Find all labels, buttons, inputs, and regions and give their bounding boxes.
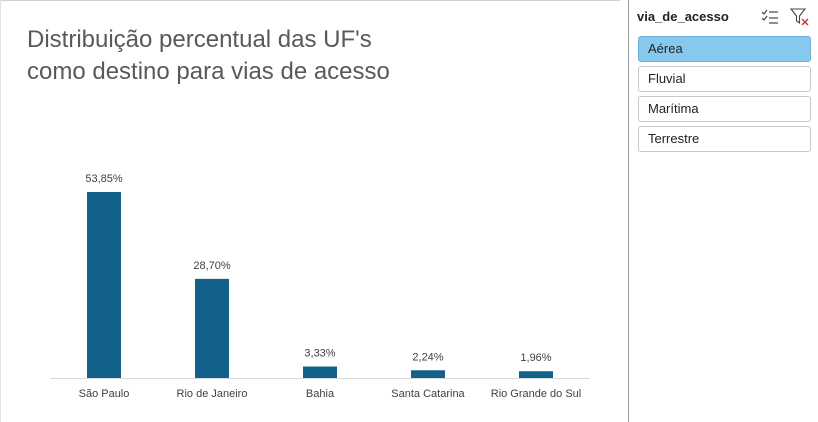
bar-3[interactable] bbox=[411, 370, 445, 378]
slicer-item-fluvial[interactable]: Fluvial bbox=[638, 66, 811, 92]
data-label-2: 3,33% bbox=[304, 347, 335, 359]
bar-4[interactable] bbox=[519, 371, 553, 378]
data-label-0: 53,85% bbox=[85, 173, 123, 185]
clear-filter-icon[interactable] bbox=[789, 7, 811, 27]
chart-title: Distribuição percentual das UF's como de… bbox=[27, 24, 447, 88]
data-label-4: 1,96% bbox=[520, 352, 551, 364]
data-label-1: 28,70% bbox=[193, 260, 231, 272]
chart-title-line-1: Distribuição percentual das UF's bbox=[27, 26, 372, 53]
chart-border-top bbox=[0, 0, 620, 1]
slicer-via-de-acesso: via_de_acesso Aérea Fluvial Marítima Ter… bbox=[628, 0, 818, 422]
bar-0[interactable] bbox=[87, 192, 121, 378]
slicer-item-aerea[interactable]: Aérea bbox=[638, 36, 811, 62]
x-tick-label-2: Bahia bbox=[306, 388, 335, 400]
x-tick-label-0: São Paulo bbox=[79, 388, 130, 400]
x-tick-label-3: Santa Catarina bbox=[391, 388, 465, 400]
bar-1[interactable] bbox=[195, 278, 229, 378]
slicer-item-terrestre[interactable]: Terrestre bbox=[638, 126, 811, 152]
chart-area: Distribuição percentual das UF's como de… bbox=[0, 0, 620, 422]
bar-2[interactable] bbox=[303, 366, 337, 378]
multi-select-icon[interactable] bbox=[759, 7, 781, 27]
x-tick-label-4: Rio Grande do Sul bbox=[491, 388, 582, 400]
slicer-items: Aérea Fluvial Marítima Terrestre bbox=[638, 36, 811, 156]
slicer-item-maritima[interactable]: Marítima bbox=[638, 96, 811, 122]
x-tick-label-1: Rio de Janeiro bbox=[177, 388, 248, 400]
chart-title-line-2: como destino para vias de acesso bbox=[27, 58, 390, 85]
data-label-3: 2,24% bbox=[412, 351, 443, 363]
slicer-title: via_de_acesso bbox=[637, 9, 729, 24]
bar-chart: 53,85% São Paulo 28,70% Rio de Janeiro 3,33%… bbox=[50, 173, 590, 400]
chart-border-left bbox=[0, 0, 1, 422]
slicer-header: via_de_acesso bbox=[629, 0, 818, 34]
